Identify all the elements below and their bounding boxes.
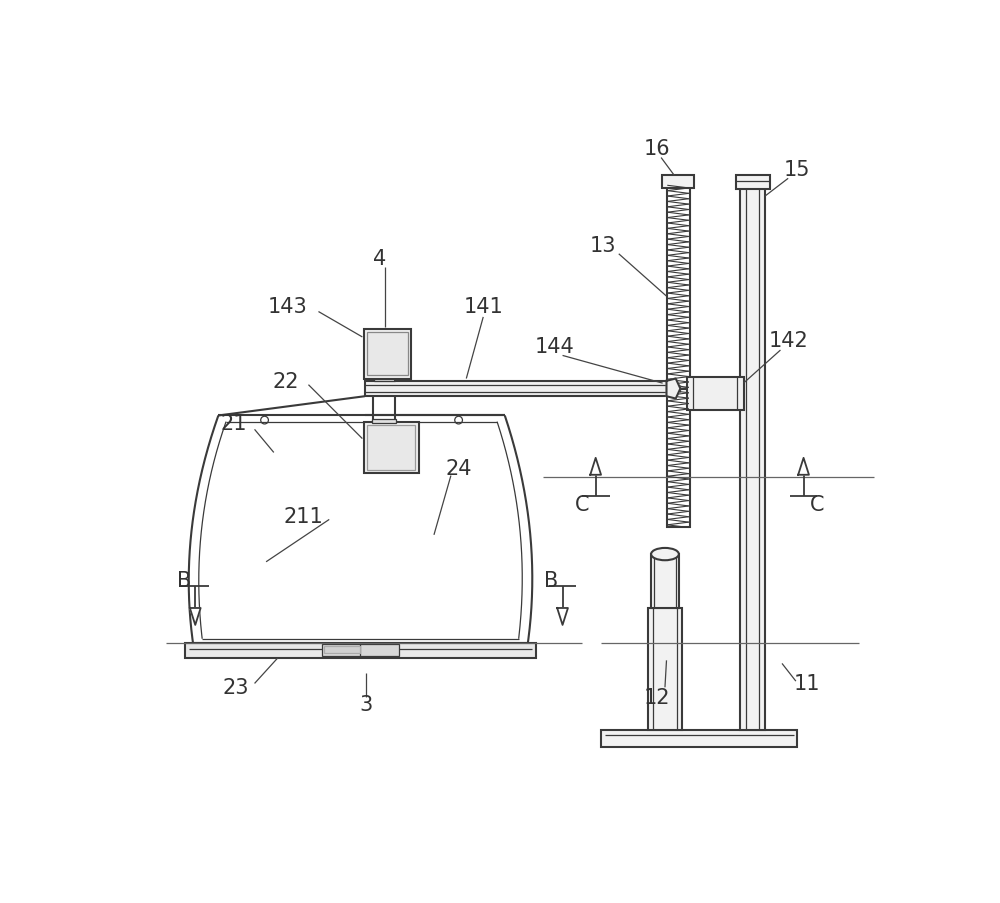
Bar [372, 420, 396, 424]
Text: 142: 142 [768, 330, 808, 350]
Bar [322, 645, 399, 656]
Bar [364, 423, 419, 474]
Polygon shape [557, 609, 568, 625]
Bar [740, 185, 765, 730]
Bar [648, 609, 682, 730]
Text: B: B [544, 571, 558, 591]
Text: 144: 144 [535, 337, 575, 357]
Bar [374, 379, 395, 381]
Polygon shape [190, 609, 201, 625]
Text: C: C [575, 495, 589, 515]
Text: 4: 4 [373, 248, 387, 268]
Bar [367, 425, 415, 470]
Bar [736, 176, 770, 190]
Bar [651, 554, 679, 609]
Bar [324, 646, 360, 654]
Text: 211: 211 [283, 506, 323, 526]
Text: B: B [177, 571, 191, 591]
Bar [364, 330, 411, 379]
Text: 11: 11 [793, 674, 820, 694]
Bar [662, 176, 694, 189]
Text: 12: 12 [644, 687, 671, 707]
Text: 13: 13 [589, 236, 616, 256]
Bar [185, 643, 536, 658]
Bar [687, 377, 744, 411]
Text: 15: 15 [784, 160, 811, 180]
Text: 141: 141 [463, 297, 503, 317]
Polygon shape [798, 459, 809, 475]
Bar [666, 185, 690, 527]
Ellipse shape [651, 548, 679, 561]
Text: 22: 22 [272, 371, 299, 391]
Polygon shape [590, 459, 601, 475]
Polygon shape [666, 379, 680, 399]
Bar [601, 730, 797, 747]
Text: C: C [809, 495, 824, 515]
Bar [367, 333, 408, 376]
Text: 21: 21 [221, 414, 247, 433]
Text: 24: 24 [445, 459, 472, 479]
Text: 143: 143 [268, 297, 308, 317]
Bar [365, 381, 667, 396]
Text: 23: 23 [222, 677, 249, 697]
Text: 3: 3 [360, 694, 373, 714]
Text: 16: 16 [644, 138, 671, 158]
